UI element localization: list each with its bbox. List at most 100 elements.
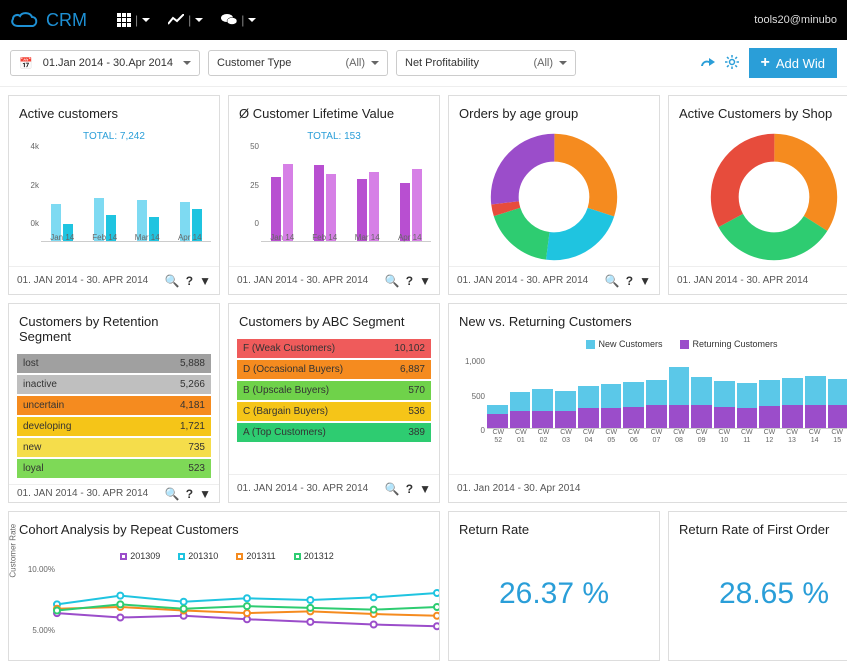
footer-date: 01. Jan 2014 - 30. Apr 2014 [457, 483, 847, 494]
filter-icon[interactable]: ▼ [639, 274, 651, 288]
segment-label: A (Top Customers) [237, 422, 378, 443]
card-title: Customers by ABC Segment [229, 304, 439, 335]
card-return-rate-first: Return Rate of First Order 28.65 % [668, 511, 847, 661]
table-row[interactable]: inactive5,266 [17, 374, 211, 395]
share-icon[interactable] [701, 56, 715, 71]
filter-icon[interactable]: ▼ [419, 274, 431, 288]
segment-label: F (Weak Customers) [237, 339, 378, 359]
segment-value: 570 [378, 380, 431, 401]
add-widget-button[interactable]: + Add Wid [749, 48, 837, 78]
metric-value: 26.37 % [457, 547, 651, 641]
help-icon[interactable]: ? [186, 274, 193, 288]
footer-date: 01. JAN 2014 - 30. APR 2014 [17, 275, 165, 286]
plus-icon: + [761, 54, 770, 72]
card-abc: Customers by ABC Segment F (Weak Custome… [228, 303, 440, 503]
card-title: Return Rate [449, 512, 659, 543]
card-title: Customers by Retention Segment [9, 304, 219, 350]
segment-label: loyal [17, 458, 137, 479]
search-icon[interactable]: 🔍 [165, 487, 180, 501]
segment-value: 5,266 [137, 374, 211, 395]
help-icon[interactable]: ? [186, 487, 193, 501]
segment-label: uncertain [17, 395, 137, 416]
segment-label: new [17, 437, 137, 458]
segment-label: D (Occasional Buyers) [237, 359, 378, 380]
profitability-value: (All) [533, 57, 553, 69]
segment-label: developing [17, 416, 137, 437]
add-widget-label: Add Wid [776, 56, 825, 71]
table-row[interactable]: developing1,721 [17, 416, 211, 437]
topnav: | | | [117, 13, 256, 27]
card-return-rate: Return Rate 26.37 % [448, 511, 660, 661]
brand-label: CRM [46, 10, 87, 31]
date-range-select[interactable]: 📅 01.Jan 2014 - 30.Apr 2014 [10, 50, 200, 76]
chart-total: TOTAL: 7,242 [17, 131, 211, 142]
card-active-customers: Active customers TOTAL: 7,242 4k2k0k Jan… [8, 95, 220, 295]
table-row[interactable]: loyal523 [17, 458, 211, 479]
segment-value: 4,181 [137, 395, 211, 416]
trend-icon [168, 14, 184, 26]
nav-grid[interactable]: | [117, 13, 150, 27]
table-row[interactable]: lost5,888 [17, 354, 211, 374]
segment-value: 10,102 [378, 339, 431, 359]
filter-actions: + Add Wid [701, 48, 837, 78]
card-title: Return Rate of First Order [669, 512, 847, 543]
segment-label: lost [17, 354, 137, 374]
filter-icon[interactable]: ▼ [199, 274, 211, 288]
search-icon[interactable]: 🔍 [385, 482, 400, 496]
footer-date: 01. JAN 2014 - 30. APR 2014 [677, 275, 847, 286]
card-active-shop: Active Customers by Shop 01. JAN 2014 - … [668, 95, 847, 295]
card-title: Active customers [9, 96, 219, 127]
search-icon[interactable]: 🔍 [165, 274, 180, 288]
date-range-label: 01.Jan 2014 - 30.Apr 2014 [43, 57, 183, 69]
segment-value: 1,721 [137, 416, 211, 437]
segment-label: inactive [17, 374, 137, 395]
bar-chart: 4k2k0k Jan 14Feb 14Mar 14Apr 14 [17, 142, 211, 242]
segment-value: 389 [378, 422, 431, 443]
stacked-bar-chart: New CustomersReturning Customers 1,00050… [457, 339, 847, 449]
logo-area: CRM [10, 10, 87, 31]
chart-legend: 201309201310201311201312 [17, 551, 431, 561]
help-icon[interactable]: ? [406, 274, 413, 288]
table-row[interactable]: D (Occasional Buyers)6,887 [237, 359, 431, 380]
nav-trend[interactable]: | [168, 13, 203, 27]
table-row[interactable]: B (Upscale Buyers)570 [237, 380, 431, 401]
filter-icon[interactable]: ▼ [419, 482, 431, 496]
line-chart: Customer Rate 10.00%5.00% [17, 565, 431, 635]
table-row[interactable]: C (Bargain Buyers)536 [237, 401, 431, 422]
card-cohort: Cohort Analysis by Repeat Customers 2013… [8, 511, 440, 661]
search-icon[interactable]: 🔍 [385, 274, 400, 288]
help-icon[interactable]: ? [406, 482, 413, 496]
chart-total: TOTAL: 153 [237, 131, 431, 142]
footer-date: 01. JAN 2014 - 30. APR 2014 [237, 483, 385, 494]
bar-chart: 50250 Jan 14Feb 14Mar 14Apr 14 [237, 142, 431, 242]
card-orders-age: Orders by age group 01. JAN 2014 - 30. A… [448, 95, 660, 295]
nav-chat[interactable]: | [221, 13, 256, 27]
profitability-select[interactable]: Net Profitability (All) [396, 50, 576, 76]
card-title: Orders by age group [449, 96, 659, 127]
table-row[interactable]: uncertain4,181 [17, 395, 211, 416]
card-title: Ø Customer Lifetime Value [229, 96, 439, 127]
segment-value: 523 [137, 458, 211, 479]
grid-icon [117, 13, 131, 27]
metric-value: 28.65 % [677, 547, 847, 641]
help-icon[interactable]: ? [626, 274, 633, 288]
filter-icon[interactable]: ▼ [199, 487, 211, 501]
card-title: New vs. Returning Customers [449, 304, 847, 335]
profitability-label: Net Profitability [405, 57, 533, 69]
filterbar: 📅 01.Jan 2014 - 30.Apr 2014 Customer Typ… [0, 40, 847, 87]
segment-table: lost5,888inactive5,266uncertain4,181deve… [17, 354, 211, 480]
user-email[interactable]: tools20@minubo [754, 14, 837, 26]
segment-value: 536 [378, 401, 431, 422]
customer-type-select[interactable]: Customer Type (All) [208, 50, 388, 76]
search-icon[interactable]: 🔍 [605, 274, 620, 288]
table-row[interactable]: F (Weak Customers)10,102 [237, 339, 431, 359]
calendar-icon: 📅 [19, 57, 33, 70]
table-row[interactable]: A (Top Customers)389 [237, 422, 431, 443]
dashboard-grid: Active customers TOTAL: 7,242 4k2k0k Jan… [0, 87, 847, 669]
table-row[interactable]: new735 [17, 437, 211, 458]
gear-icon[interactable] [725, 55, 739, 72]
customer-type-value: (All) [345, 57, 365, 69]
topbar: CRM | | | tools20@minubo [0, 0, 847, 40]
card-title: Cohort Analysis by Repeat Customers [9, 512, 439, 543]
segment-value: 5,888 [137, 354, 211, 374]
